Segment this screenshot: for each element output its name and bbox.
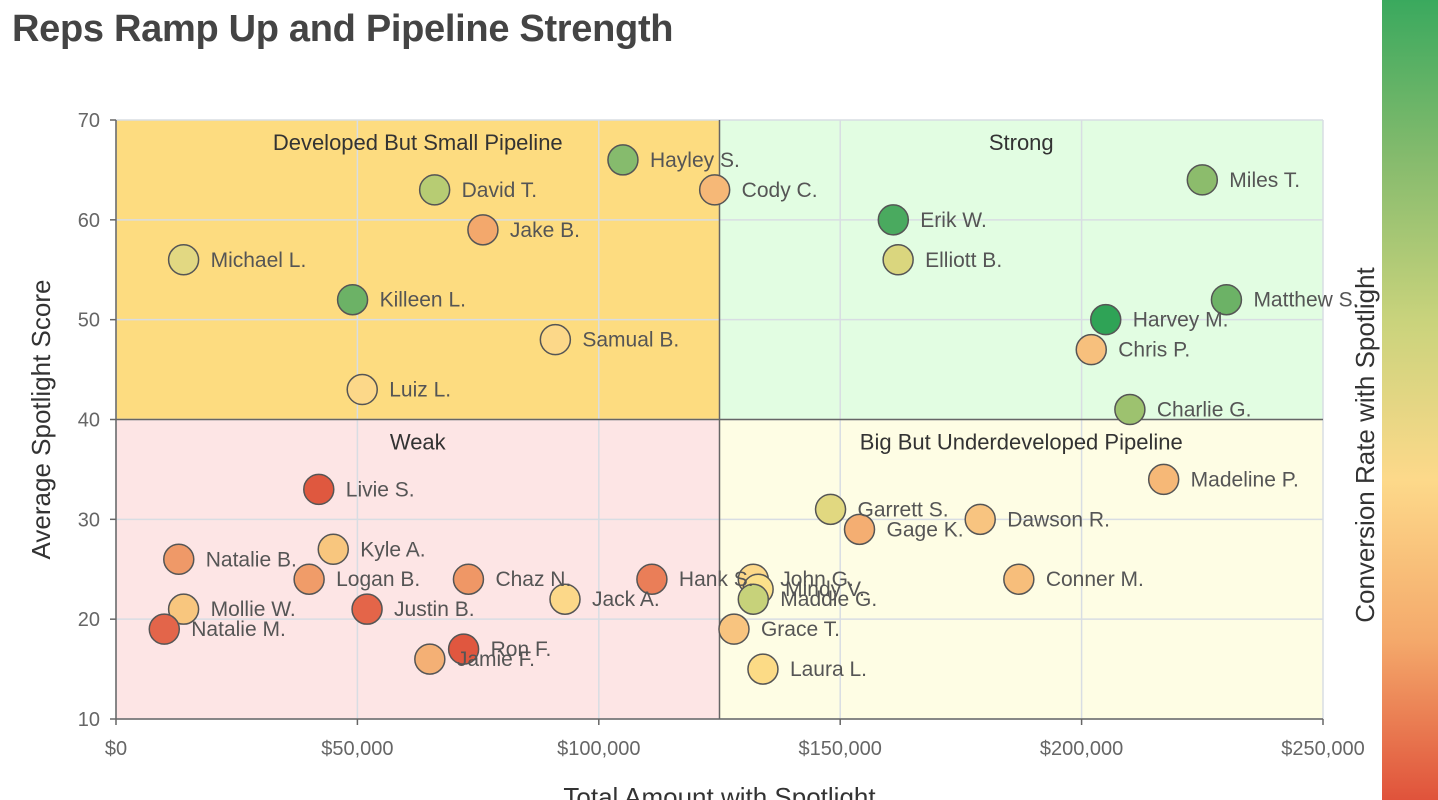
chart-title: Reps Ramp Up and Pipeline Strength	[12, 8, 674, 50]
data-point-label: John G.	[780, 568, 854, 591]
data-point-label: Ron F.	[491, 638, 552, 661]
quadrant-label: Strong	[989, 130, 1054, 155]
y-tick-label: 50	[78, 310, 100, 332]
data-point	[636, 563, 668, 595]
colorbar-title: Conversion Rate with Spotlight	[1350, 266, 1380, 622]
data-point	[814, 493, 847, 526]
data-point	[351, 593, 383, 625]
data-point	[167, 593, 200, 625]
data-point-label: Jack A.	[592, 588, 660, 611]
y-axis-title: Average Spotlight Score	[26, 280, 56, 560]
data-point-label: Gage K.	[887, 518, 964, 541]
data-point-label: Erik W.	[920, 209, 987, 232]
data-point-label: Killeen L.	[380, 289, 466, 312]
y-tick-label: 10	[78, 709, 100, 731]
data-point	[1147, 463, 1180, 496]
data-point	[167, 244, 200, 276]
data-point-label: Laura L.	[790, 658, 867, 681]
data-point-label: Livie S.	[346, 478, 415, 501]
data-point-label: Conner M.	[1046, 568, 1144, 591]
data-point	[747, 653, 779, 685]
data-point-label: Mollie W.	[211, 598, 296, 621]
y-tick-label: 30	[78, 509, 100, 531]
data-point	[163, 543, 195, 576]
data-point	[549, 583, 581, 615]
data-point-label: Charlie G.	[1157, 399, 1252, 422]
data-point	[467, 214, 499, 246]
data-point	[1114, 393, 1146, 426]
data-point	[1186, 164, 1219, 196]
x-tick-label: $250,000	[1281, 738, 1364, 760]
data-point-label: Garrett S.	[858, 498, 949, 521]
y-tick-label: 40	[78, 410, 100, 432]
x-tick-label: $100,000	[557, 738, 640, 760]
data-point-label: Natalie B.	[206, 548, 297, 571]
x-tick-label: $150,000	[798, 738, 881, 760]
y-tick-label: 70	[78, 110, 100, 132]
data-point	[447, 633, 480, 665]
data-point	[607, 144, 639, 176]
data-point	[317, 533, 350, 566]
data-point	[882, 244, 914, 276]
data-point-label: Dawson R.	[1007, 508, 1110, 531]
data-point	[718, 613, 750, 645]
y-tick-label: 60	[78, 210, 100, 232]
x-tick-label: $0	[105, 738, 127, 760]
data-point-label: Justin B.	[394, 598, 475, 621]
quadrant-label: Big But Underdeveloped Pipeline	[860, 430, 1183, 455]
data-point-label: Michael L.	[211, 249, 307, 272]
data-point-label: Jamie F.	[457, 648, 535, 671]
data-point-label: Logan B.	[336, 568, 420, 591]
data-point-label: Maddie G.	[780, 588, 877, 611]
data-point	[303, 473, 335, 506]
data-point-label: Mindy V.	[785, 578, 865, 601]
data-point	[418, 174, 451, 206]
data-point-label: Matthew S.	[1253, 289, 1358, 312]
data-point-label: Natalie M.	[191, 618, 286, 641]
data-point	[1003, 563, 1035, 595]
y-tick-label: 20	[78, 609, 100, 631]
data-point-label: Jake B.	[510, 219, 580, 242]
data-point-label: David T.	[462, 179, 537, 202]
data-point	[698, 174, 731, 206]
data-point	[336, 283, 369, 316]
data-point-label: Hayley S.	[650, 149, 740, 172]
data-point	[1210, 283, 1243, 316]
data-point-label: Miles T.	[1229, 169, 1300, 192]
quadrant-1	[719, 120, 1323, 420]
data-point-label: Chris P.	[1118, 339, 1190, 362]
data-point-label: Cody C.	[742, 179, 818, 202]
data-point	[843, 513, 876, 546]
data-point	[737, 583, 770, 615]
data-point-label: Harvey M.	[1133, 309, 1229, 332]
data-point-label: Hank S.	[679, 568, 754, 591]
x-tick-label: $200,000	[1040, 738, 1123, 760]
data-point	[964, 503, 996, 536]
x-tick-label: $50,000	[321, 738, 393, 760]
data-point	[877, 204, 910, 236]
quadrant-label: Developed But Small Pipeline	[273, 130, 563, 155]
data-point-label: Luiz L.	[389, 379, 451, 402]
data-point	[293, 563, 325, 595]
data-point-label: Kyle A.	[360, 538, 425, 561]
data-point	[346, 373, 378, 406]
data-point-label: Samual B.	[582, 329, 679, 352]
data-point	[148, 613, 181, 645]
data-point	[1075, 333, 1108, 366]
data-point	[414, 643, 446, 675]
quadrant-label: Weak	[390, 430, 447, 455]
data-point-label: Elliott B.	[925, 249, 1002, 272]
data-point	[1089, 303, 1122, 336]
data-point-label: Grace T.	[761, 618, 840, 641]
data-point-label: Chaz N.	[495, 568, 571, 591]
data-point-label: Madeline P.	[1191, 468, 1299, 491]
colorbar	[1382, 0, 1438, 800]
data-point	[452, 563, 485, 595]
data-point	[539, 323, 572, 356]
x-axis-title: Total Amount with Spotlight	[563, 782, 876, 800]
